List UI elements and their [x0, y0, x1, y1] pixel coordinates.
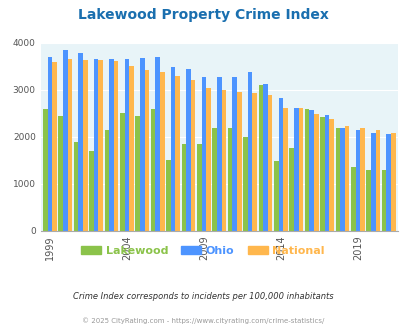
Bar: [171, 67, 175, 231]
Bar: [119, 114, 124, 231]
Bar: [196, 144, 201, 231]
Bar: [381, 170, 386, 231]
Bar: [175, 76, 179, 231]
Bar: [289, 148, 293, 231]
Bar: [78, 53, 83, 231]
Bar: [216, 77, 221, 231]
Bar: [370, 133, 375, 231]
Bar: [94, 59, 98, 231]
Bar: [273, 161, 278, 231]
Bar: [166, 160, 171, 231]
Bar: [212, 128, 216, 231]
Bar: [232, 77, 237, 231]
Bar: [67, 59, 72, 231]
Bar: [298, 108, 303, 231]
Bar: [104, 130, 109, 231]
Bar: [201, 77, 206, 231]
Bar: [52, 62, 57, 231]
Legend: Lakewood, Ohio, National: Lakewood, Ohio, National: [77, 241, 328, 260]
Text: Lakewood Property Crime Index: Lakewood Property Crime Index: [77, 8, 328, 22]
Bar: [252, 93, 256, 231]
Bar: [375, 130, 379, 231]
Bar: [129, 66, 133, 231]
Text: © 2025 CityRating.com - https://www.cityrating.com/crime-statistics/: © 2025 CityRating.com - https://www.city…: [82, 317, 323, 324]
Bar: [124, 59, 129, 231]
Bar: [328, 119, 333, 231]
Bar: [304, 109, 309, 231]
Bar: [135, 116, 140, 231]
Bar: [344, 126, 349, 231]
Bar: [282, 108, 287, 231]
Bar: [267, 95, 272, 231]
Bar: [98, 60, 103, 231]
Bar: [313, 115, 318, 231]
Bar: [390, 133, 394, 231]
Bar: [339, 128, 344, 231]
Bar: [144, 70, 149, 231]
Bar: [309, 110, 313, 231]
Bar: [89, 151, 94, 231]
Bar: [58, 116, 63, 231]
Bar: [113, 61, 118, 231]
Text: Crime Index corresponds to incidents per 100,000 inhabitants: Crime Index corresponds to incidents per…: [72, 292, 333, 301]
Bar: [185, 69, 190, 231]
Bar: [262, 84, 267, 231]
Bar: [47, 57, 52, 231]
Bar: [109, 59, 113, 231]
Bar: [293, 108, 298, 231]
Bar: [83, 60, 87, 231]
Bar: [335, 128, 339, 231]
Bar: [150, 109, 155, 231]
Bar: [227, 128, 232, 231]
Bar: [206, 88, 210, 231]
Bar: [74, 142, 78, 231]
Bar: [258, 85, 262, 231]
Bar: [350, 167, 355, 231]
Bar: [190, 80, 195, 231]
Bar: [160, 72, 164, 231]
Bar: [237, 92, 241, 231]
Bar: [140, 58, 144, 231]
Bar: [63, 50, 67, 231]
Bar: [359, 128, 364, 231]
Bar: [319, 117, 324, 231]
Bar: [365, 170, 370, 231]
Bar: [155, 57, 160, 231]
Bar: [221, 90, 226, 231]
Bar: [247, 72, 252, 231]
Bar: [386, 134, 390, 231]
Bar: [278, 98, 282, 231]
Bar: [43, 109, 47, 231]
Bar: [355, 130, 359, 231]
Bar: [243, 137, 247, 231]
Bar: [324, 115, 328, 231]
Bar: [181, 144, 185, 231]
